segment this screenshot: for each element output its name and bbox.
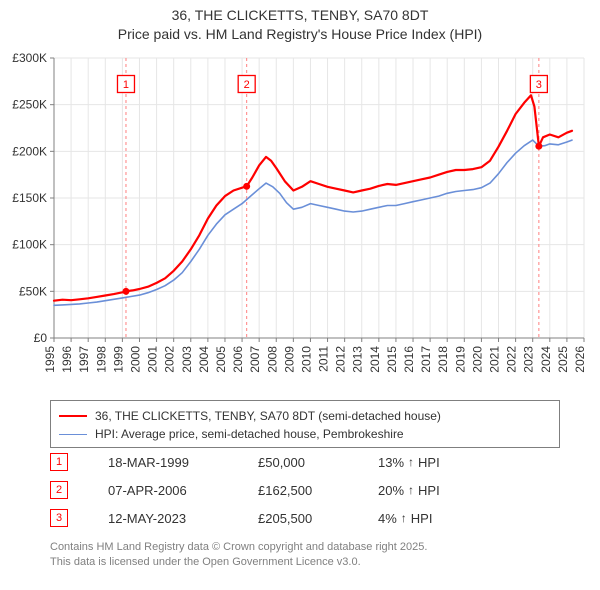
- svg-text:2007: 2007: [248, 346, 262, 373]
- event-hpi: 4% ↑ HPI: [378, 511, 488, 526]
- event-hpi-pct: 4%: [378, 511, 397, 526]
- svg-text:1998: 1998: [94, 346, 108, 373]
- event-row: 2 07-APR-2006 £162,500 20% ↑ HPI: [50, 476, 560, 504]
- svg-text:2020: 2020: [470, 346, 484, 373]
- svg-text:2016: 2016: [402, 346, 416, 373]
- title-line1: 36, THE CLICKETTS, TENBY, SA70 8DT: [10, 6, 590, 25]
- event-hpi-suffix: HPI: [411, 511, 433, 526]
- footer-line2: This data is licensed under the Open Gov…: [50, 555, 570, 570]
- title-block: 36, THE CLICKETTS, TENBY, SA70 8DT Price…: [0, 0, 600, 48]
- event-badge: 2: [50, 481, 68, 499]
- svg-text:£100K: £100K: [12, 238, 47, 252]
- svg-text:2026: 2026: [573, 346, 587, 373]
- event-badge: 1: [50, 453, 68, 471]
- event-hpi: 13% ↑ HPI: [378, 455, 488, 470]
- svg-text:2010: 2010: [299, 346, 313, 373]
- event-row: 3 12-MAY-2023 £205,500 4% ↑ HPI: [50, 504, 560, 532]
- arrow-up-icon: ↑: [408, 455, 414, 469]
- event-price: £205,500: [258, 511, 348, 526]
- event-date: 12-MAY-2023: [108, 511, 228, 526]
- event-hpi-pct: 20%: [378, 483, 404, 498]
- svg-text:2005: 2005: [214, 346, 228, 373]
- svg-text:2000: 2000: [128, 346, 142, 373]
- svg-text:2015: 2015: [385, 346, 399, 373]
- svg-text:1996: 1996: [60, 346, 74, 373]
- page-root: 36, THE CLICKETTS, TENBY, SA70 8DT Price…: [0, 0, 600, 590]
- svg-text:2002: 2002: [163, 346, 177, 373]
- footer-line1: Contains HM Land Registry data © Crown c…: [50, 540, 570, 555]
- event-price: £162,500: [258, 483, 348, 498]
- svg-text:2001: 2001: [146, 346, 160, 373]
- event-row: 1 18-MAR-1999 £50,000 13% ↑ HPI: [50, 448, 560, 476]
- svg-text:2003: 2003: [180, 346, 194, 373]
- svg-text:£200K: £200K: [12, 144, 47, 158]
- svg-text:1997: 1997: [77, 346, 91, 373]
- svg-text:2013: 2013: [351, 346, 365, 373]
- event-price: £50,000: [258, 455, 348, 470]
- svg-text:1: 1: [123, 79, 129, 91]
- svg-text:2018: 2018: [436, 346, 450, 373]
- svg-text:2022: 2022: [505, 346, 519, 373]
- legend-label: 36, THE CLICKETTS, TENBY, SA70 8DT (semi…: [95, 409, 441, 423]
- legend: 36, THE CLICKETTS, TENBY, SA70 8DT (semi…: [50, 400, 560, 448]
- svg-text:£0: £0: [34, 331, 48, 345]
- svg-text:2025: 2025: [556, 346, 570, 373]
- svg-text:2023: 2023: [522, 346, 536, 373]
- legend-swatch: [59, 434, 87, 435]
- arrow-up-icon: ↑: [401, 511, 407, 525]
- svg-text:£150K: £150K: [12, 191, 47, 205]
- legend-label: HPI: Average price, semi-detached house,…: [95, 427, 404, 441]
- svg-text:2019: 2019: [453, 346, 467, 373]
- event-date: 07-APR-2006: [108, 483, 228, 498]
- svg-text:2011: 2011: [317, 346, 331, 372]
- svg-text:2: 2: [244, 79, 250, 91]
- svg-text:2006: 2006: [231, 346, 245, 373]
- event-hpi-suffix: HPI: [418, 455, 440, 470]
- svg-text:2024: 2024: [539, 346, 553, 373]
- chart-area: £0£50K£100K£150K£200K£250K£300K199519961…: [8, 50, 592, 395]
- event-hpi: 20% ↑ HPI: [378, 483, 488, 498]
- svg-text:2009: 2009: [282, 346, 296, 373]
- svg-text:1999: 1999: [111, 346, 125, 373]
- svg-text:£300K: £300K: [12, 51, 47, 65]
- svg-text:2008: 2008: [265, 346, 279, 373]
- svg-text:1995: 1995: [43, 346, 57, 373]
- event-hpi-suffix: HPI: [418, 483, 440, 498]
- legend-swatch: [59, 415, 87, 417]
- event-date: 18-MAR-1999: [108, 455, 228, 470]
- svg-text:2017: 2017: [419, 346, 433, 373]
- title-line2: Price paid vs. HM Land Registry's House …: [10, 25, 590, 44]
- sale-events-table: 1 18-MAR-1999 £50,000 13% ↑ HPI 2 07-APR-2006 £1…: [50, 448, 560, 532]
- legend-row: HPI: Average price, semi-detached house,…: [59, 425, 551, 443]
- legend-row: 36, THE CLICKETTS, TENBY, SA70 8DT (semi…: [59, 407, 551, 425]
- price-chart: £0£50K£100K£150K£200K£250K£300K199519961…: [8, 50, 592, 395]
- svg-text:3: 3: [536, 79, 542, 91]
- arrow-up-icon: ↑: [408, 483, 414, 497]
- svg-text:2014: 2014: [368, 346, 382, 373]
- svg-text:2021: 2021: [488, 346, 502, 373]
- svg-text:£50K: £50K: [19, 284, 47, 298]
- event-badge: 3: [50, 509, 68, 527]
- svg-text:2004: 2004: [197, 346, 211, 373]
- attribution-footer: Contains HM Land Registry data © Crown c…: [50, 540, 570, 570]
- svg-text:2012: 2012: [334, 346, 348, 373]
- event-hpi-pct: 13%: [378, 455, 404, 470]
- svg-text:£250K: £250K: [12, 98, 47, 112]
